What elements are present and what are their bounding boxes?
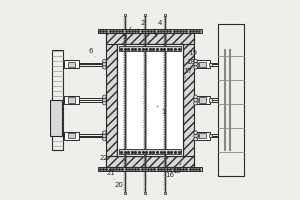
Circle shape bbox=[103, 59, 106, 63]
Circle shape bbox=[194, 62, 197, 66]
Text: 3: 3 bbox=[149, 32, 157, 42]
Text: 16: 16 bbox=[166, 167, 175, 178]
Text: 1: 1 bbox=[157, 106, 165, 115]
Bar bbox=[50, 100, 62, 136]
Bar bbox=[117, 44, 183, 156]
Bar bbox=[102, 62, 105, 67]
Circle shape bbox=[103, 95, 106, 99]
Bar bbox=[209, 63, 212, 66]
Bar bbox=[102, 133, 105, 138]
Circle shape bbox=[103, 131, 106, 134]
Bar bbox=[195, 62, 198, 67]
Circle shape bbox=[103, 62, 106, 66]
Bar bbox=[199, 97, 206, 103]
Text: 4: 4 bbox=[154, 20, 162, 30]
Bar bbox=[195, 132, 210, 140]
Bar bbox=[199, 133, 206, 138]
Bar bbox=[218, 24, 244, 176]
Circle shape bbox=[103, 137, 106, 141]
Circle shape bbox=[194, 98, 197, 102]
Circle shape bbox=[194, 101, 197, 105]
Bar bbox=[106, 156, 194, 167]
Bar bbox=[209, 134, 212, 137]
Circle shape bbox=[194, 59, 197, 63]
Bar bbox=[183, 33, 194, 167]
Bar bbox=[119, 46, 181, 51]
Circle shape bbox=[103, 98, 106, 102]
Text: 2: 2 bbox=[137, 20, 145, 30]
Text: 21: 21 bbox=[106, 167, 116, 176]
Text: 18: 18 bbox=[187, 59, 196, 69]
Bar bbox=[195, 98, 198, 102]
Circle shape bbox=[194, 66, 197, 69]
Bar bbox=[64, 132, 79, 140]
Bar bbox=[124, 14, 126, 16]
Bar bbox=[106, 33, 117, 167]
Bar bbox=[195, 60, 210, 68]
Circle shape bbox=[194, 134, 197, 138]
Circle shape bbox=[103, 101, 106, 105]
Bar bbox=[144, 14, 146, 16]
Bar bbox=[68, 97, 75, 103]
Circle shape bbox=[103, 66, 106, 69]
Bar bbox=[209, 98, 212, 102]
Bar bbox=[52, 50, 63, 150]
Bar bbox=[124, 192, 126, 194]
Circle shape bbox=[103, 134, 106, 138]
Circle shape bbox=[194, 95, 197, 99]
Text: 5: 5 bbox=[123, 27, 131, 40]
Bar bbox=[102, 98, 105, 102]
Bar bbox=[195, 96, 210, 104]
Bar bbox=[195, 133, 198, 138]
Bar bbox=[98, 167, 202, 171]
Bar bbox=[119, 149, 181, 154]
Bar bbox=[164, 192, 166, 194]
Text: 6: 6 bbox=[89, 48, 95, 57]
Bar bbox=[144, 192, 146, 194]
Circle shape bbox=[194, 131, 197, 134]
Bar bbox=[106, 33, 194, 44]
Text: 17: 17 bbox=[184, 68, 193, 78]
Text: 20: 20 bbox=[114, 179, 123, 188]
Bar bbox=[64, 60, 79, 68]
Text: 19: 19 bbox=[188, 50, 197, 60]
Bar bbox=[68, 133, 75, 138]
Bar bbox=[64, 96, 79, 104]
Bar bbox=[98, 29, 202, 33]
Bar bbox=[164, 14, 166, 16]
Circle shape bbox=[194, 137, 197, 141]
Text: 22: 22 bbox=[100, 151, 108, 161]
Text: 15: 15 bbox=[172, 163, 182, 174]
Bar bbox=[68, 62, 75, 67]
Bar bbox=[199, 62, 206, 67]
